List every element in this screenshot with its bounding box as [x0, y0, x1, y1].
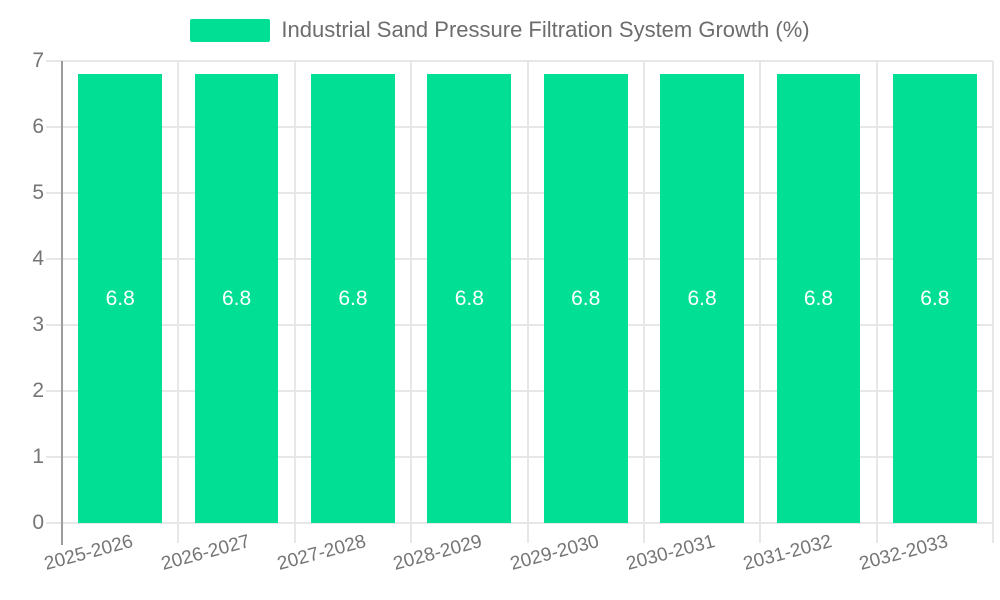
v-gridline: [642, 61, 645, 543]
bars-container: 6.8 6.8 6.8 6.8 6.8 6.8 6.8 6.8: [62, 61, 993, 523]
v-gridline: [177, 61, 180, 543]
x-tick-label: 2031-2032: [740, 531, 834, 575]
y-tick-mark: [46, 60, 62, 62]
y-tick-label: 0: [32, 511, 44, 534]
x-tick-label: 2030-2031: [624, 531, 718, 575]
bar-cell: 6.8: [528, 61, 644, 523]
bar-value-label: 6.8: [920, 286, 950, 310]
legend[interactable]: Industrial Sand Pressure Filtration Syst…: [0, 17, 1000, 43]
v-gridline: [875, 61, 878, 543]
bar-2031-2032[interactable]: 6.8: [776, 74, 861, 523]
bar-value-label: 6.8: [105, 286, 135, 310]
y-tick-mark: [46, 522, 62, 524]
bar-value-label: 6.8: [221, 286, 252, 310]
y-tick-mark: [46, 324, 62, 326]
bar-cell: 6.8: [62, 61, 178, 523]
x-tick-label: 2026-2027: [158, 531, 252, 575]
y-axis-labels: 0 1 2 3 4 5 6 7: [0, 49, 44, 534]
y-tick-label: 1: [32, 445, 44, 469]
bar-2025-2026[interactable]: 6.8: [78, 74, 163, 523]
y-tick-mark: [46, 390, 62, 393]
bar-2029-2030[interactable]: 6.8: [543, 74, 628, 523]
y-tick-mark: [46, 126, 62, 128]
y-tick-label: 4: [32, 247, 44, 271]
v-gridline: [992, 61, 994, 543]
bar-2030-2031[interactable]: 6.8: [660, 74, 744, 523]
y-tick-mark: [46, 456, 62, 459]
bar-cell: 6.8: [411, 61, 527, 523]
y-axis-line: [61, 61, 63, 545]
bar-2026-2027[interactable]: 6.8: [194, 74, 279, 523]
v-gridline: [526, 61, 529, 543]
y-tick-label: 2: [32, 379, 44, 403]
bar-cell: 6.8: [760, 61, 876, 523]
bar-value-label: 6.8: [338, 286, 368, 310]
y-tick-mark: [46, 192, 62, 194]
y-tick-mark: [46, 258, 62, 261]
x-tick-label: 2028-2029: [391, 531, 485, 575]
v-gridline: [759, 61, 762, 543]
bar-2028-2029[interactable]: 6.8: [427, 74, 512, 523]
bar-cell: 6.8: [178, 61, 294, 523]
bar-value-label: 6.8: [687, 286, 717, 310]
x-tick-label: 2025-2026: [42, 531, 136, 575]
y-tick-label: 3: [32, 313, 44, 336]
v-gridline: [293, 61, 296, 543]
bar-value-label: 6.8: [803, 286, 834, 310]
x-tick-label: 2029-2030: [507, 531, 602, 575]
bar-cell: 6.8: [877, 61, 993, 523]
bar-value-label: 6.8: [571, 286, 601, 310]
x-tick-label: 2032-2033: [857, 531, 951, 575]
y-tick-label: 7: [32, 49, 44, 72]
x-tick-label: 2027-2028: [275, 531, 369, 575]
bar-cell: 6.8: [295, 61, 411, 523]
bar-cell: 6.8: [644, 61, 760, 523]
bar-value-label: 6.8: [454, 286, 484, 310]
y-tick-label: 5: [32, 181, 44, 204]
bar-2032-2033[interactable]: 6.8: [892, 74, 977, 523]
plot-area: 6.8 6.8 6.8 6.8 6.8 6.8 6.8 6.8: [46, 60, 994, 545]
legend-swatch-icon: [190, 18, 271, 42]
bar-2027-2028[interactable]: 6.8: [311, 74, 395, 523]
legend-label: Industrial Sand Pressure Filtration Syst…: [281, 17, 810, 42]
v-gridline: [410, 61, 413, 543]
y-tick-label: 6: [32, 115, 44, 138]
